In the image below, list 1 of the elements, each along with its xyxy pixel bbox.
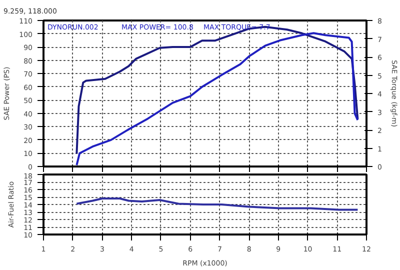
line-series	[76, 198, 359, 211]
